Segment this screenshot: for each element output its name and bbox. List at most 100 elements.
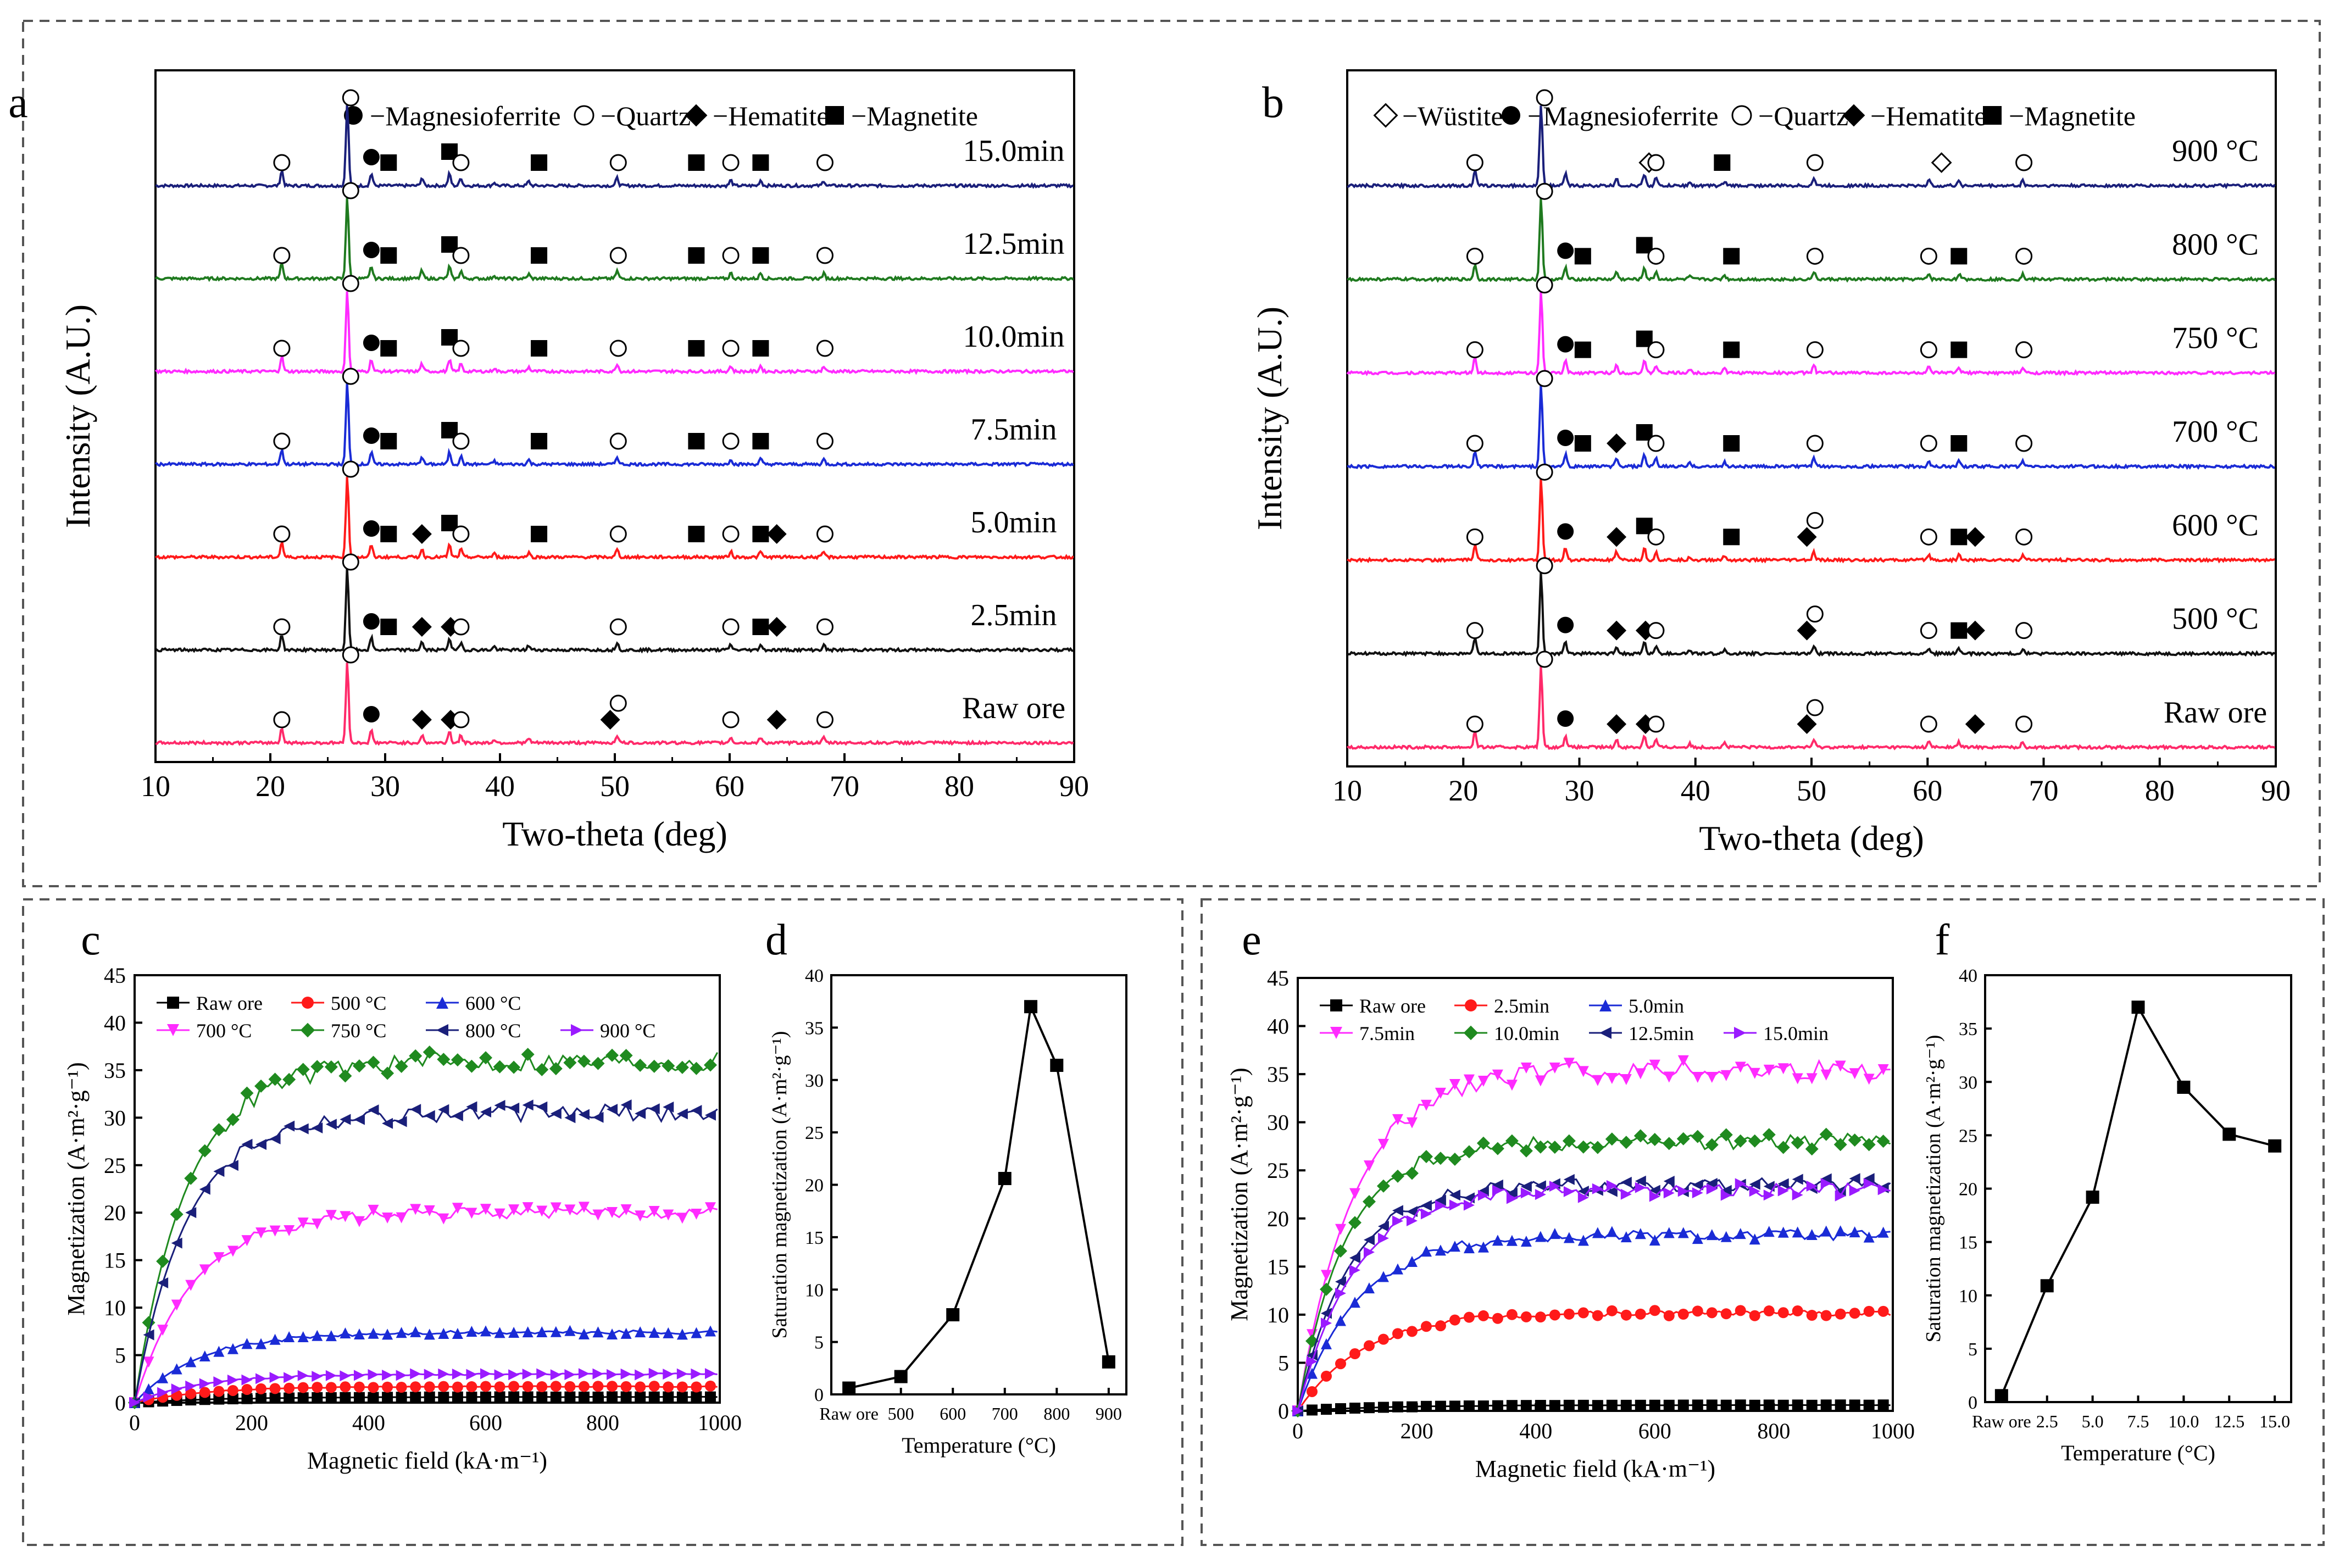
data-point bbox=[1733, 1134, 1747, 1148]
data-point bbox=[226, 1113, 240, 1126]
y-tick-label: 30 bbox=[104, 1105, 126, 1130]
data-point bbox=[157, 1387, 169, 1398]
peak-marker bbox=[1806, 699, 1824, 716]
data-point bbox=[1635, 1175, 1646, 1187]
data-point bbox=[310, 1060, 324, 1074]
data-point bbox=[198, 1144, 212, 1158]
x-tick-label: 900 bbox=[1096, 1404, 1122, 1424]
data-point bbox=[1549, 1309, 1560, 1321]
peak-marker bbox=[752, 619, 769, 635]
data-point bbox=[1506, 1193, 1518, 1204]
data-point bbox=[1835, 1060, 1846, 1072]
peak-marker bbox=[412, 710, 432, 730]
peak-marker bbox=[766, 524, 787, 544]
data-point bbox=[1735, 1178, 1746, 1189]
data-point bbox=[1662, 1137, 1676, 1150]
data-point bbox=[1691, 1130, 1704, 1143]
data-point bbox=[143, 1383, 154, 1394]
data-point bbox=[241, 1393, 253, 1404]
data-point bbox=[704, 1391, 716, 1403]
peak-marker bbox=[342, 460, 359, 478]
peak-marker bbox=[342, 275, 359, 292]
peak-marker bbox=[1723, 435, 1740, 452]
data-point bbox=[1520, 1063, 1532, 1074]
y-tick-label: 25 bbox=[1959, 1126, 1977, 1146]
data-point bbox=[508, 1391, 520, 1403]
data-point bbox=[1562, 1134, 1576, 1148]
data-point bbox=[284, 1372, 295, 1383]
legend-marker bbox=[1983, 106, 2002, 125]
data-point bbox=[466, 1381, 477, 1393]
data-point bbox=[663, 1391, 674, 1403]
data-point bbox=[1792, 1189, 1803, 1200]
data-point bbox=[508, 1326, 520, 1338]
peak-marker bbox=[722, 618, 740, 636]
data-point bbox=[1449, 1189, 1460, 1201]
data-point bbox=[452, 1369, 463, 1380]
legend-marker bbox=[1330, 1027, 1342, 1039]
peak-marker bbox=[609, 154, 627, 171]
plot-area bbox=[830, 974, 1127, 1395]
series-line bbox=[1346, 291, 2276, 377]
peak-marker bbox=[1466, 435, 1483, 452]
data-point bbox=[494, 1391, 505, 1403]
series-label: 5.0min bbox=[970, 505, 1057, 540]
data-point bbox=[564, 1204, 576, 1216]
data-point bbox=[1863, 1178, 1875, 1189]
frame-bottom-right bbox=[1201, 898, 2325, 1546]
data-point bbox=[1392, 1215, 1403, 1227]
data-point bbox=[452, 1203, 463, 1214]
data-point bbox=[1320, 1317, 1332, 1329]
data-point bbox=[1649, 1235, 1660, 1246]
data-point bbox=[1849, 1399, 1860, 1411]
data-point bbox=[1648, 1132, 1661, 1146]
data-point bbox=[2222, 1127, 2236, 1141]
data-point bbox=[396, 1212, 407, 1224]
peak-marker bbox=[363, 149, 380, 165]
data-point bbox=[396, 1370, 407, 1381]
peak-marker bbox=[816, 711, 833, 729]
data-point bbox=[704, 1202, 716, 1214]
peak-marker bbox=[688, 526, 705, 542]
data-point bbox=[1577, 1192, 1589, 1203]
y-tick-label: 10 bbox=[1267, 1303, 1289, 1327]
data-point bbox=[1548, 1141, 1562, 1154]
peak-marker bbox=[363, 520, 380, 537]
data-point bbox=[607, 1369, 618, 1380]
legend-label: 12.5min bbox=[1629, 1022, 1694, 1044]
data-point bbox=[480, 1204, 491, 1215]
peak-marker bbox=[1723, 529, 1740, 546]
x-tick-label: Raw ore bbox=[819, 1404, 879, 1424]
data-point bbox=[2086, 1191, 2099, 1204]
data-point bbox=[663, 1381, 674, 1393]
x-tick-label: 5.0 bbox=[2082, 1411, 2104, 1431]
peak-marker bbox=[722, 154, 740, 171]
data-point bbox=[620, 1391, 632, 1403]
legend-dash: − bbox=[2009, 101, 2024, 131]
panel-label: a bbox=[8, 79, 28, 127]
peak-marker bbox=[1723, 341, 1740, 358]
data-point bbox=[1406, 1255, 1418, 1267]
legend-marker bbox=[1373, 103, 1398, 128]
peak-marker bbox=[1951, 529, 1968, 546]
data-point bbox=[368, 1104, 379, 1116]
peak-marker bbox=[1951, 341, 1968, 358]
y-tick-label: 5 bbox=[115, 1343, 126, 1368]
y-tick-label: 20 bbox=[1267, 1206, 1289, 1231]
peak-marker bbox=[816, 154, 833, 171]
data-point bbox=[1677, 1399, 1689, 1411]
data-point bbox=[1877, 1399, 1889, 1411]
data-point bbox=[1463, 1242, 1475, 1254]
legend-text: Hematite bbox=[728, 101, 829, 131]
data-point bbox=[409, 1049, 423, 1063]
data-point bbox=[1720, 1070, 1732, 1081]
data-point bbox=[564, 1391, 576, 1403]
x-tick-label: 50 bbox=[1797, 774, 1826, 807]
data-point bbox=[1777, 1226, 1789, 1238]
data-point bbox=[550, 1381, 562, 1392]
data-point bbox=[1663, 1071, 1675, 1083]
data-point bbox=[129, 1397, 140, 1408]
peak-marker bbox=[412, 617, 432, 637]
legend-label: 700 °C bbox=[196, 1020, 252, 1042]
peak-marker bbox=[1920, 715, 1937, 733]
